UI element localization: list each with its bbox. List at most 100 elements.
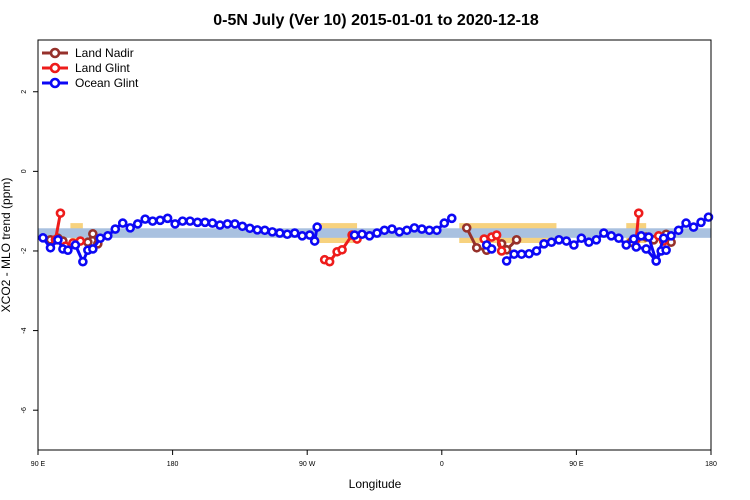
point-ocean-glint	[643, 232, 654, 242]
point-land-glint	[496, 246, 507, 256]
point-ocean-glint	[297, 231, 308, 241]
legend-label: Ocean Glint	[75, 76, 139, 90]
point-ocean-glint	[379, 225, 390, 236]
point-ocean-glint	[147, 216, 158, 226]
point-ocean-glint	[621, 240, 632, 250]
point-ocean-glint	[349, 230, 360, 240]
point-ocean-glint	[372, 228, 382, 238]
point-ocean-glint	[516, 249, 527, 259]
legend-label: Land Glint	[75, 61, 130, 75]
point-ocean-glint	[95, 233, 106, 244]
x-tick-label: 180	[705, 461, 717, 468]
point-ocean-glint	[666, 231, 676, 241]
point-ocean-glint	[509, 249, 519, 259]
point-ocean-glint	[673, 225, 684, 236]
point-ocean-glint	[162, 213, 173, 224]
point-ocean-glint	[524, 248, 534, 259]
point-ocean-glint	[88, 244, 98, 254]
point-ocean-glint	[312, 222, 322, 232]
point-land-nadir	[88, 229, 98, 239]
point-ocean-glint	[591, 235, 602, 245]
x-tick-label: 180	[167, 461, 179, 468]
point-ocean-glint	[140, 214, 150, 224]
point-ocean-glint	[446, 213, 457, 224]
point-ocean-glint	[110, 224, 121, 234]
legend-item-ocean-glint: Ocean Glint	[42, 76, 139, 90]
point-ocean-glint	[125, 223, 136, 233]
point-ocean-glint	[230, 219, 240, 229]
point-ocean-glint	[651, 256, 661, 266]
point-ocean-glint	[584, 237, 594, 248]
legend-item-land-nadir: Land Nadir	[42, 46, 134, 60]
point-ocean-glint	[569, 240, 579, 250]
x-tick-label: 90 W	[299, 461, 316, 468]
point-ocean-glint	[688, 222, 699, 232]
point-land-glint	[55, 208, 66, 218]
legend-label: Land Nadir	[75, 46, 134, 60]
x-axis: 90 E 180 90 W 0 90 E 180	[31, 450, 717, 468]
y-tick-label: -2	[21, 248, 28, 254]
point-ocean-glint	[432, 225, 442, 236]
point-ocean-glint	[631, 242, 642, 252]
point-ocean-glint	[304, 230, 315, 240]
point-ocean-glint	[132, 219, 143, 229]
point-ocean-glint	[70, 240, 81, 250]
point-ocean-glint	[636, 231, 647, 241]
point-ocean-glint	[45, 242, 56, 253]
point-ocean-glint	[289, 228, 300, 238]
y-tick-label: 2	[21, 90, 28, 94]
point-land-glint	[337, 244, 347, 255]
point-ocean-glint	[215, 220, 225, 230]
point-ocean-glint	[576, 233, 587, 244]
y-axis-label: XCO2 - MLO trend (ppm)	[0, 178, 13, 313]
point-ocean-glint	[409, 223, 420, 233]
point-ocean-glint	[177, 216, 188, 226]
point-ocean-glint	[606, 231, 617, 241]
point-ocean-glint	[38, 233, 48, 243]
point-ocean-glint	[260, 225, 270, 236]
point-ocean-glint	[252, 225, 263, 235]
point-ocean-glint	[703, 212, 714, 222]
point-land-glint	[491, 230, 502, 240]
series-ocean-glint	[38, 212, 714, 267]
point-ocean-glint	[309, 236, 320, 246]
point-ocean-glint	[539, 239, 549, 249]
x-axis-label: Longitude	[349, 477, 402, 491]
point-ocean-glint	[185, 216, 195, 226]
point-ocean-glint	[387, 224, 397, 234]
point-ocean-glint	[53, 235, 63, 245]
point-ocean-glint	[486, 244, 497, 254]
point-ocean-glint	[237, 221, 248, 232]
point-ocean-glint	[658, 233, 669, 244]
y-tick-label: -4	[21, 327, 28, 333]
point-ocean-glint	[267, 227, 278, 237]
point-ocean-glint	[102, 231, 113, 241]
point-ocean-glint	[501, 256, 512, 266]
point-land-nadir	[511, 235, 522, 245]
point-land-glint	[633, 208, 644, 218]
x-tick-label: 90 E	[569, 461, 584, 468]
point-ocean-glint	[192, 217, 203, 228]
point-ocean-glint	[661, 245, 671, 255]
point-ocean-glint	[357, 229, 367, 240]
point-ocean-glint	[439, 218, 450, 228]
point-ocean-glint	[274, 228, 285, 238]
point-ocean-glint	[364, 231, 375, 241]
point-ocean-glint	[200, 217, 210, 228]
legend-swatch-marker	[49, 62, 61, 74]
legend-swatch-marker	[49, 47, 61, 59]
point-ocean-glint	[613, 233, 624, 244]
point-ocean-glint	[417, 224, 427, 234]
point-ocean-glint	[63, 245, 73, 255]
series-layer	[38, 208, 714, 267]
plot-frame	[37, 39, 712, 451]
point-ocean-glint	[117, 218, 128, 228]
point-land-nadir	[461, 223, 472, 233]
y-tick-label: -6	[21, 407, 28, 413]
point-land-nadir	[83, 237, 93, 248]
point-ocean-glint	[424, 225, 435, 236]
point-ocean-glint	[78, 256, 88, 267]
point-ocean-glint	[402, 225, 412, 236]
